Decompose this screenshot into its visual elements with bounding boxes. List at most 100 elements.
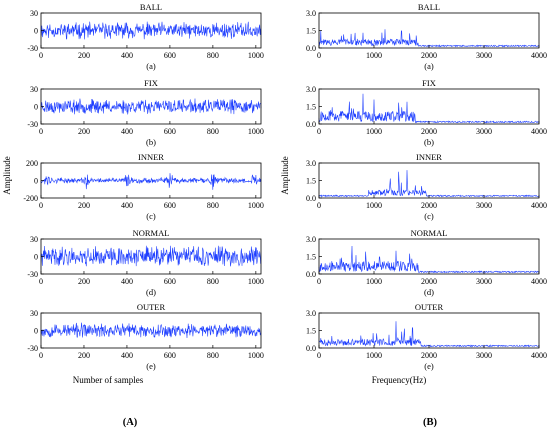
y-tick-label: 0 <box>34 177 38 186</box>
y-tick-label: 3.0 <box>306 85 316 94</box>
x-tick-label: 0 <box>39 351 43 360</box>
series-line <box>40 173 262 190</box>
x-tick-label: 1000 <box>248 351 264 360</box>
group-label: (B) <box>423 417 438 428</box>
y-tick-label: 1.5 <box>306 253 316 262</box>
panel-b-normal: NORMAL 0.0 1.5 3.0 0 1000 2000 3000 4000 (d) <box>306 228 547 297</box>
x-tick-label: 0 <box>39 201 43 210</box>
panel-sublabel: (a) <box>424 61 434 71</box>
panel-title: INNER <box>138 152 164 162</box>
x-tick-label: 1000 <box>248 277 264 286</box>
y-tick-label: 200 <box>26 159 38 168</box>
x-tick-label: 2000 <box>421 127 437 136</box>
x-tick-label: 600 <box>164 277 176 286</box>
x-tick-label: 3000 <box>476 201 492 210</box>
x-tick-label: 3000 <box>476 277 492 286</box>
x-tick-label: 600 <box>164 351 176 360</box>
y-tick-label: 0 <box>34 253 38 262</box>
panel-sublabel: (e) <box>146 361 156 371</box>
x-tick-label: 400 <box>121 201 133 210</box>
x-tick-label: 800 <box>207 277 219 286</box>
y-tick-label: 1.5 <box>306 103 316 112</box>
x-tick-label: 800 <box>207 351 219 360</box>
series-line <box>318 170 540 198</box>
x-tick-label: 0 <box>39 127 43 136</box>
plot-frame <box>318 88 540 125</box>
panel-sublabel: (c) <box>146 211 156 221</box>
x-tick-label: 4000 <box>531 127 547 136</box>
x-tick-label: 4000 <box>531 277 547 286</box>
x-tick-label: 200 <box>78 51 90 60</box>
series-line <box>318 245 540 274</box>
y-tick-label: -200 <box>23 194 38 203</box>
panel-title: NORMAL <box>411 228 448 238</box>
x-tick-label: 200 <box>78 201 90 210</box>
x-tick-label: 0 <box>317 51 321 60</box>
panel-title: FIX <box>422 78 436 88</box>
y-tick-label: -30 <box>27 344 38 353</box>
x-tick-label: 2000 <box>421 51 437 60</box>
series-line <box>40 322 262 339</box>
x-tick-label: 1000 <box>366 277 382 286</box>
y-axis-title: Amplitude <box>2 156 12 195</box>
y-tick-label: 0 <box>34 103 38 112</box>
x-tick-label: 400 <box>121 351 133 360</box>
x-tick-label: 1000 <box>366 201 382 210</box>
y-tick-label: 3.0 <box>306 9 316 18</box>
x-tick-label: 1000 <box>366 351 382 360</box>
x-tick-label: 1000 <box>248 51 264 60</box>
y-tick-label: 0.0 <box>306 344 316 353</box>
x-tick-label: 2000 <box>421 277 437 286</box>
panel-b-ball: BALL 0.0 1.5 3.0 0 1000 2000 3000 4000 (a) <box>306 2 547 71</box>
panel-sublabel: (d) <box>146 287 156 297</box>
x-tick-label: 400 <box>121 127 133 136</box>
panel-title: OUTER <box>137 302 166 312</box>
x-axis-title: Frequency(Hz) <box>372 375 426 385</box>
x-tick-label: 4000 <box>531 351 547 360</box>
panel-title: BALL <box>140 2 162 12</box>
x-tick-label: 4000 <box>531 51 547 60</box>
x-tick-label: 200 <box>78 277 90 286</box>
x-tick-label: 800 <box>207 127 219 136</box>
x-tick-label: 0 <box>317 277 321 286</box>
panel-sublabel: (b) <box>424 137 434 147</box>
x-tick-label: 400 <box>121 277 133 286</box>
x-tick-label: 0 <box>317 201 321 210</box>
y-tick-label: 0.0 <box>306 44 316 53</box>
x-tick-label: 200 <box>78 351 90 360</box>
series-line <box>40 21 262 40</box>
x-tick-label: 0 <box>39 51 43 60</box>
panel-sublabel: (e) <box>424 361 434 371</box>
y-tick-label: 0.0 <box>306 270 316 279</box>
x-tick-label: 600 <box>164 201 176 210</box>
panel-title: BALL <box>418 2 440 12</box>
y-tick-label: 3.0 <box>306 235 316 244</box>
x-axis-title: Number of samples <box>73 375 144 385</box>
x-tick-label: 1000 <box>366 51 382 60</box>
panel-sublabel: (b) <box>146 137 156 147</box>
panel-b-outer: OUTER 0.0 1.5 3.0 0 1000 2000 3000 4000 (e) <box>306 302 547 371</box>
x-tick-label: 200 <box>78 127 90 136</box>
x-tick-label: 800 <box>207 201 219 210</box>
panel-b-inner: INNER 0.0 1.5 3.0 0 1000 2000 3000 4000 (c) <box>306 152 547 221</box>
y-tick-label: 0.0 <box>306 120 316 129</box>
series-line <box>40 98 262 115</box>
series-line <box>318 29 540 48</box>
y-tick-label: 1.5 <box>306 177 316 186</box>
y-tick-label: 0 <box>34 27 38 36</box>
x-tick-label: 600 <box>164 127 176 136</box>
y-tick-label: 30 <box>30 235 38 244</box>
panel-title: INNER <box>416 152 442 162</box>
x-tick-label: 0 <box>317 127 321 136</box>
plot-frame <box>318 162 540 199</box>
x-tick-label: 1000 <box>366 127 382 136</box>
series-line <box>318 321 540 348</box>
y-axis-title: Amplitude <box>280 156 290 195</box>
y-tick-label: 30 <box>30 85 38 94</box>
series-line <box>40 245 262 267</box>
